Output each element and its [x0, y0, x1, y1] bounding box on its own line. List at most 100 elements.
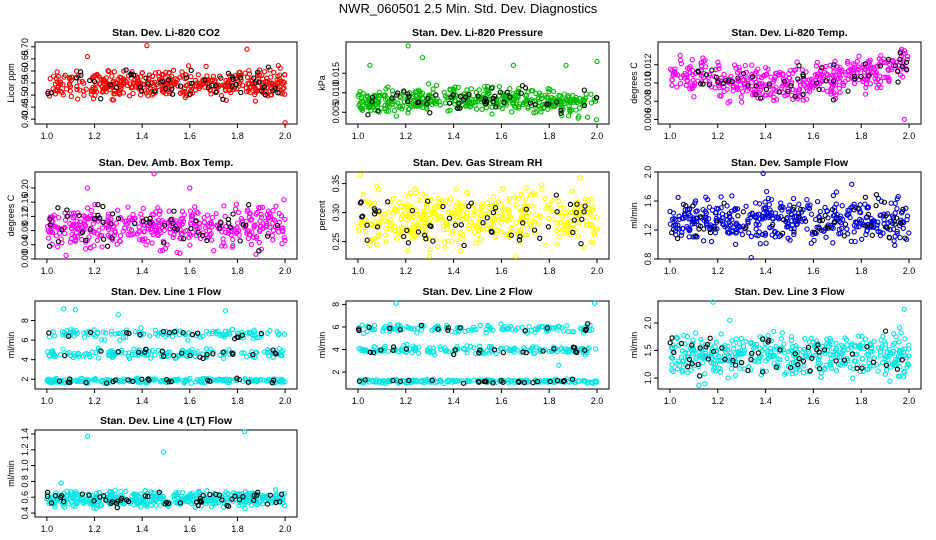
data-point: [788, 211, 794, 217]
data-point: [448, 209, 455, 215]
x-tick-label: 1.4: [759, 266, 772, 276]
data-point-flagged: [558, 107, 564, 113]
data-point-flagged: [696, 226, 702, 232]
data-point-flagged: [816, 225, 822, 232]
data-point-flagged: [802, 218, 809, 224]
data-point: [85, 216, 92, 222]
data-point: [407, 98, 413, 105]
data-point: [538, 95, 545, 102]
data-point: [778, 335, 785, 342]
data-point: [897, 72, 904, 78]
data-point: [188, 380, 195, 386]
data-point-flagged: [554, 209, 560, 215]
data-point: [418, 224, 425, 230]
data-point: [877, 232, 884, 239]
outlier-point: [72, 307, 79, 313]
data-point: [806, 89, 813, 95]
y-tick-label: 0.008: [643, 90, 653, 113]
data-point: [194, 376, 200, 383]
data-point-flagged: [461, 242, 467, 249]
data-point-flagged: [729, 78, 735, 85]
data-point: [200, 230, 207, 236]
y-tick-label: 1.2: [643, 224, 653, 237]
data-point: [81, 334, 88, 340]
data-point: [185, 63, 192, 69]
data-point-flagged: [897, 56, 903, 62]
data-point-flagged: [405, 98, 411, 105]
panel-title: Stan. Dev. Gas Stream RH: [413, 157, 542, 169]
data-point: [158, 378, 164, 384]
data-point: [240, 335, 247, 341]
data-point: [790, 195, 797, 202]
x-tick-label: 2.0: [279, 396, 292, 406]
data-point: [814, 198, 821, 205]
data-point-flagged: [897, 50, 903, 56]
data-point: [220, 236, 226, 242]
data-point: [404, 248, 410, 254]
data-point: [201, 219, 208, 225]
data-point: [777, 69, 784, 75]
data-point: [413, 190, 419, 196]
data-point: [543, 242, 549, 248]
panel-5: Stan. Dev. Gas Stream RH1.0 1.2 1.4 1.6 1.8 2…: [317, 157, 610, 276]
data-point: [99, 89, 106, 95]
data-point: [99, 225, 106, 231]
data-point: [728, 208, 735, 214]
data-point: [851, 222, 858, 229]
data-point-flagged: [188, 67, 194, 74]
data-point: [536, 90, 543, 96]
data-point-flagged: [475, 93, 481, 99]
data-point-flagged: [817, 218, 823, 224]
data-point: [177, 74, 183, 80]
data-point: [263, 220, 270, 226]
data-point: [278, 225, 284, 231]
data-point: [434, 217, 440, 223]
data-point: [189, 214, 196, 220]
data-point: [538, 109, 544, 115]
data-point: [474, 225, 480, 231]
data-point: [279, 240, 285, 247]
data-point: [245, 235, 252, 242]
data-point-flagged: [520, 220, 526, 226]
data-point: [437, 102, 443, 108]
data-point: [435, 195, 442, 202]
data-point-flagged: [425, 198, 431, 204]
data-point: [135, 80, 141, 86]
data-point-flagged: [65, 333, 72, 339]
data-point: [567, 98, 573, 104]
data-point-flagged: [108, 220, 114, 227]
data-point: [389, 225, 395, 231]
data-point: [498, 201, 504, 207]
data-point-flagged: [375, 108, 381, 114]
data-point: [267, 88, 273, 95]
data-point: [515, 90, 521, 97]
data-point-flagged: [780, 230, 786, 236]
data-point: [391, 107, 398, 114]
data-point: [135, 351, 141, 358]
outlier-point: [419, 54, 426, 61]
data-point: [253, 211, 259, 217]
data-point: [60, 82, 66, 88]
data-point: [743, 338, 749, 345]
data-point: [669, 216, 676, 222]
data-point: [168, 73, 175, 79]
data-point: [692, 330, 699, 336]
data-point: [708, 238, 715, 245]
data-point: [711, 223, 717, 230]
data-point: [153, 502, 159, 509]
data-point: [393, 113, 400, 119]
data-point: [126, 226, 133, 232]
data-point: [801, 82, 807, 88]
data-point-flagged: [172, 226, 178, 232]
data-point-flagged: [819, 65, 825, 71]
data-point: [528, 327, 535, 334]
data-point-flagged: [881, 199, 888, 205]
data-point: [793, 67, 799, 73]
data-point: [147, 333, 153, 339]
data-point-flagged: [251, 75, 257, 81]
data-point-flagged: [468, 200, 474, 206]
data-point-flagged: [113, 84, 120, 91]
data-point: [105, 226, 112, 232]
data-point-flagged: [873, 191, 880, 198]
data-point: [502, 232, 509, 238]
